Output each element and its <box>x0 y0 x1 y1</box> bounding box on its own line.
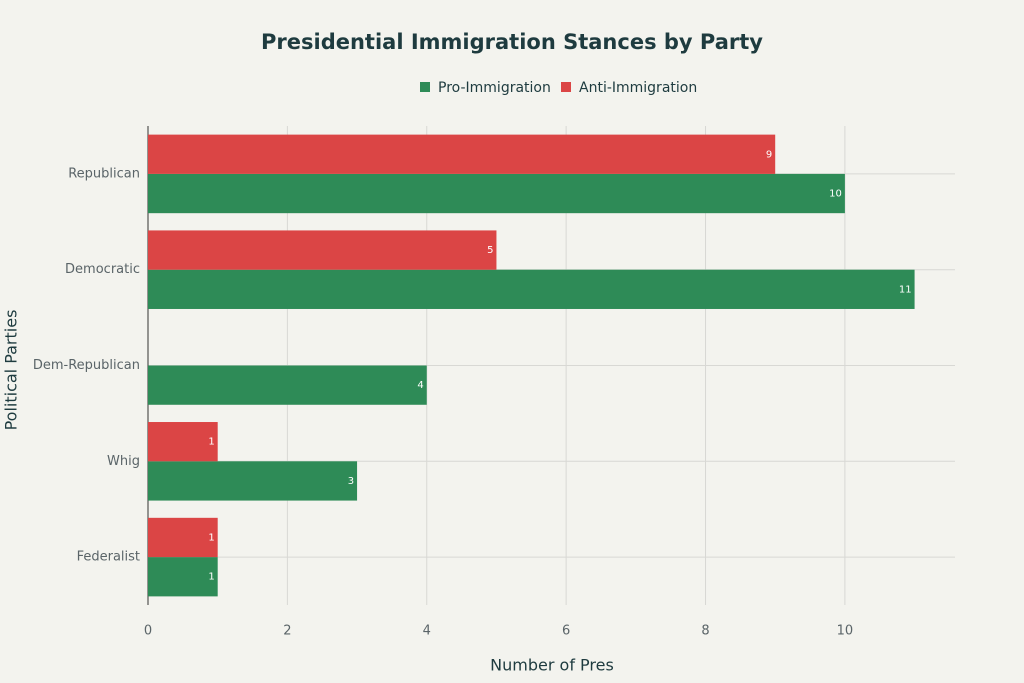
legend-swatch <box>420 82 430 92</box>
value-label: 1 <box>208 437 214 448</box>
chart-title: Presidential Immigration Stances by Part… <box>261 30 763 54</box>
value-label: 3 <box>348 476 354 487</box>
legend-label: Anti-Immigration <box>579 80 697 96</box>
x-tick-label: 6 <box>562 624 570 639</box>
bar <box>148 557 218 597</box>
y-tick-label: Republican <box>68 166 140 181</box>
y-tick-label: Federalist <box>77 550 140 565</box>
y-tick-label: Democratic <box>65 262 140 277</box>
x-tick-label: 8 <box>701 624 709 639</box>
value-label: 5 <box>487 245 493 256</box>
y-axis-title: Political Parties <box>2 310 21 431</box>
bar <box>148 517 218 558</box>
legend-label: Pro-Immigration <box>438 80 551 96</box>
x-axis-title: Number of Pres <box>490 656 614 675</box>
value-label: 1 <box>208 532 214 543</box>
value-label: 10 <box>829 189 842 200</box>
bar <box>148 269 915 309</box>
value-label: 9 <box>766 149 772 160</box>
bar <box>148 230 497 270</box>
bar <box>148 422 218 462</box>
bar <box>148 365 427 405</box>
x-tick-label: 10 <box>837 624 854 639</box>
x-tick-label: 4 <box>423 624 431 639</box>
x-tick-label: 0 <box>144 624 152 639</box>
y-tick-label: Whig <box>107 454 140 469</box>
value-label: 1 <box>208 572 214 583</box>
bar <box>148 461 358 501</box>
legend-swatch <box>561 82 571 92</box>
y-tick-label: Dem-Republican <box>33 358 140 373</box>
x-tick-label: 2 <box>283 624 291 639</box>
value-label: 4 <box>417 380 423 391</box>
value-label: 11 <box>899 284 912 295</box>
bar <box>148 173 845 214</box>
bar <box>148 134 776 174</box>
